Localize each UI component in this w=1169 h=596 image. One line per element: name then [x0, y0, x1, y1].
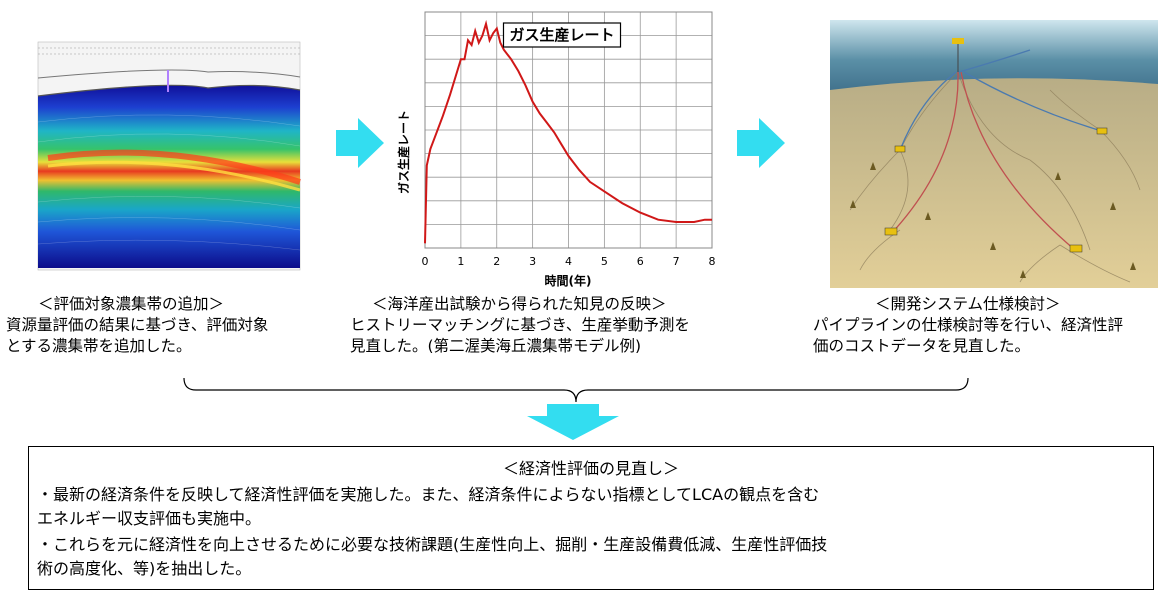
- caption-development-header: ＜開発システム仕様検討＞: [875, 295, 1061, 313]
- caption-production-header: ＜海洋産出試験から得られた知見の反映＞: [372, 295, 667, 313]
- summary-line-3: ・これらを元に経済性を向上させるために必要な技術課題(生産性向上、掘削・生産設備…: [37, 535, 828, 554]
- x-tick-label: 1: [457, 255, 464, 268]
- series-line: [424, 19, 712, 244]
- summary-line-2: エネルギー収支評価も実施中。: [37, 509, 262, 528]
- caption-production: ＜海洋産出試験から得られた知見の反映＞ ヒストリーマッチングに基づき、生産挙動予…: [350, 294, 690, 357]
- right-arrow-1: [336, 118, 384, 168]
- x-tick-label: 3: [529, 255, 536, 268]
- x-tick-label: 6: [637, 255, 644, 268]
- summary-line-1: ・最新の経済条件を反映して経済性評価を実施した。また、経済条件によらない指標とし…: [37, 485, 820, 504]
- subsea-field-layout-image: [830, 20, 1158, 288]
- x-tick-label: 5: [601, 255, 608, 268]
- caption-development: ＜開発システム仕様検討＞ パイプラインの仕様検討等を行い、経済性評 価のコストデ…: [813, 294, 1123, 357]
- down-arrow: [527, 404, 619, 440]
- caption-production-line-1: ヒストリーマッチングに基づき、生産挙動予測を: [350, 316, 690, 334]
- caption-development-line-2: 価のコストデータを見直した。: [813, 337, 1031, 355]
- caption-development-line-1: パイプラインの仕様検討等を行い、経済性評: [813, 316, 1124, 334]
- caption-seismic-header: ＜評価対象濃集帯の追加＞: [38, 295, 225, 313]
- x-tick-label: 4: [565, 255, 572, 268]
- summary-line-4: 術の高度化、等)を抽出した。: [37, 559, 252, 578]
- x-tick-label: 8: [709, 255, 716, 268]
- summary-bracket: [183, 377, 969, 403]
- right-arrow-2: [737, 118, 785, 168]
- caption-seismic: ＜評価対象濃集帯の追加＞ 資源量評価の結果に基づき、評価対象 とする濃集帯を追加…: [6, 294, 268, 357]
- caption-production-line-2: 見直した。(第二渥美海丘濃集帯モデル例): [350, 337, 642, 355]
- gas-production-chart: 0 1 2 3 4 5 6 7 8 ガス生産レート 時間(年) ガス生産レート: [396, 11, 716, 288]
- x-tick-label: 7: [673, 255, 680, 268]
- y-axis-label: ガス生産レート: [396, 110, 411, 194]
- x-tick-labels: 0 1 2 3 4 5 6 7 8: [422, 255, 716, 268]
- x-tick-label: 0: [422, 255, 429, 268]
- caption-seismic-line-2: とする濃集帯を追加した。: [6, 337, 192, 355]
- chart-title: ガス生産レート: [509, 26, 614, 44]
- summary-box: ＜経済性評価の見直し＞ ・最新の経済条件を反映して経済性評価を実施した。また、経…: [28, 446, 1154, 590]
- caption-seismic-line-1: 資源量評価の結果に基づき、評価対象: [6, 316, 269, 334]
- x-tick-label: 2: [493, 255, 500, 268]
- chart-title-box: [502, 22, 622, 48]
- seismic-section-image: [18, 22, 306, 284]
- x-axis-label: 時間(年): [545, 273, 592, 288]
- summary-title: ＜経済性評価の見直し＞: [502, 459, 679, 478]
